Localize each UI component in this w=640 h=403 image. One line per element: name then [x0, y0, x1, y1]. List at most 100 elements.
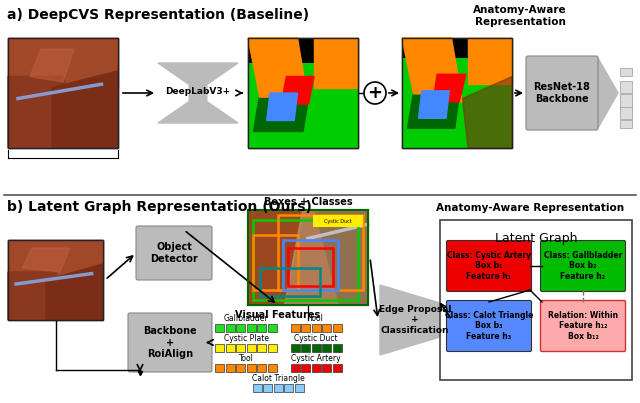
Text: DeepLabV3+: DeepLabV3+	[165, 87, 230, 96]
Bar	[312, 324, 321, 332]
Bar	[236, 324, 245, 332]
Bar	[333, 324, 342, 332]
Bar	[226, 324, 235, 332]
Text: b) Latent Graph Representation (Ours): b) Latent Graph Representation (Ours)	[7, 200, 312, 214]
Bar	[247, 364, 256, 372]
Text: Object
Detector: Object Detector	[150, 242, 198, 264]
Bar	[273, 384, 282, 392]
FancyBboxPatch shape	[128, 313, 212, 372]
Bar	[313, 215, 363, 227]
Polygon shape	[253, 98, 308, 131]
Bar	[268, 324, 276, 332]
Text: Backbone
+
RoiAlign: Backbone + RoiAlign	[143, 326, 197, 359]
Text: Tool: Tool	[239, 354, 253, 363]
Bar	[288, 248, 333, 286]
Bar	[253, 384, 262, 392]
Polygon shape	[281, 77, 314, 104]
Bar	[620, 81, 632, 93]
Text: a) DeepCVS Representation (Baseline): a) DeepCVS Representation (Baseline)	[7, 8, 309, 22]
Bar	[247, 324, 256, 332]
Text: Boxes + Classes: Boxes + Classes	[264, 197, 352, 207]
Polygon shape	[402, 38, 463, 102]
Bar	[248, 38, 358, 148]
Bar	[283, 240, 338, 290]
Circle shape	[364, 82, 386, 104]
Text: Visual Features: Visual Features	[236, 310, 321, 320]
Bar	[620, 68, 632, 76]
Bar	[291, 344, 300, 352]
Bar	[301, 324, 310, 332]
Text: Edge Proposal
+
Classification: Edge Proposal + Classification	[379, 305, 451, 335]
Polygon shape	[433, 74, 466, 102]
Bar	[247, 344, 256, 352]
Polygon shape	[52, 71, 118, 148]
FancyBboxPatch shape	[136, 226, 212, 280]
Polygon shape	[248, 210, 338, 305]
Bar	[263, 384, 272, 392]
Polygon shape	[284, 210, 368, 305]
FancyBboxPatch shape	[541, 301, 625, 351]
Bar	[312, 364, 321, 372]
Polygon shape	[463, 77, 512, 148]
Bar	[294, 384, 303, 392]
Text: ResNet-18
Backbone: ResNet-18 Backbone	[534, 82, 591, 104]
Polygon shape	[8, 272, 74, 320]
Bar	[620, 94, 632, 110]
Text: +: +	[367, 84, 383, 102]
Text: Calot Triangle: Calot Triangle	[252, 374, 305, 383]
Bar	[620, 120, 632, 128]
Bar	[253, 220, 358, 300]
Bar	[253, 235, 298, 290]
Bar	[215, 364, 224, 372]
Bar	[236, 364, 245, 372]
Polygon shape	[598, 58, 618, 128]
Text: Gallbladder: Gallbladder	[224, 314, 268, 323]
Text: Cystic Plate: Cystic Plate	[223, 334, 269, 343]
FancyBboxPatch shape	[541, 241, 625, 291]
Polygon shape	[408, 95, 460, 128]
Bar	[322, 364, 331, 372]
Bar	[301, 364, 310, 372]
Bar	[257, 344, 266, 352]
Bar	[333, 364, 342, 372]
Bar	[248, 38, 358, 148]
Polygon shape	[158, 63, 238, 123]
Bar	[226, 344, 235, 352]
Text: Cystic Duct: Cystic Duct	[294, 334, 338, 343]
Text: Class: Cystic Artery
Box b₁
Feature h₁: Class: Cystic Artery Box b₁ Feature h₁	[447, 251, 531, 281]
FancyBboxPatch shape	[447, 301, 531, 351]
Text: Cystic Artery: Cystic Artery	[291, 354, 341, 363]
Bar	[215, 324, 224, 332]
Bar	[257, 324, 266, 332]
Bar	[402, 58, 512, 148]
Bar	[236, 344, 245, 352]
Bar	[260, 268, 320, 296]
Bar	[8, 38, 118, 148]
Bar	[8, 38, 118, 148]
Bar	[402, 38, 512, 148]
Bar	[322, 324, 331, 332]
Text: Cystic Duct: Cystic Duct	[324, 218, 352, 224]
Polygon shape	[30, 49, 74, 82]
Bar	[248, 210, 368, 305]
Text: Anatomy-Aware Representation: Anatomy-Aware Representation	[436, 203, 624, 213]
Text: Relation: Within
Feature h₁₂
Box b₁₂: Relation: Within Feature h₁₂ Box b₁₂	[548, 311, 618, 341]
Bar	[301, 344, 310, 352]
Bar	[620, 107, 632, 119]
Bar	[402, 38, 512, 148]
Bar	[440, 220, 632, 380]
Polygon shape	[46, 264, 103, 320]
Text: Anatomy-Aware
Representation: Anatomy-Aware Representation	[473, 5, 567, 27]
Polygon shape	[468, 38, 512, 84]
Polygon shape	[8, 77, 85, 148]
Polygon shape	[314, 38, 358, 87]
Bar	[268, 364, 276, 372]
Text: Class: Calot Triangle
Box b₃
Feature h₃: Class: Calot Triangle Box b₃ Feature h₃	[445, 311, 533, 341]
Text: Class: Gallbladder
Box b₂
Feature h₂: Class: Gallbladder Box b₂ Feature h₂	[544, 251, 622, 281]
Bar	[312, 344, 321, 352]
Bar	[8, 240, 103, 320]
Polygon shape	[8, 38, 118, 87]
FancyBboxPatch shape	[447, 241, 531, 291]
Polygon shape	[8, 240, 103, 280]
Polygon shape	[267, 93, 298, 120]
